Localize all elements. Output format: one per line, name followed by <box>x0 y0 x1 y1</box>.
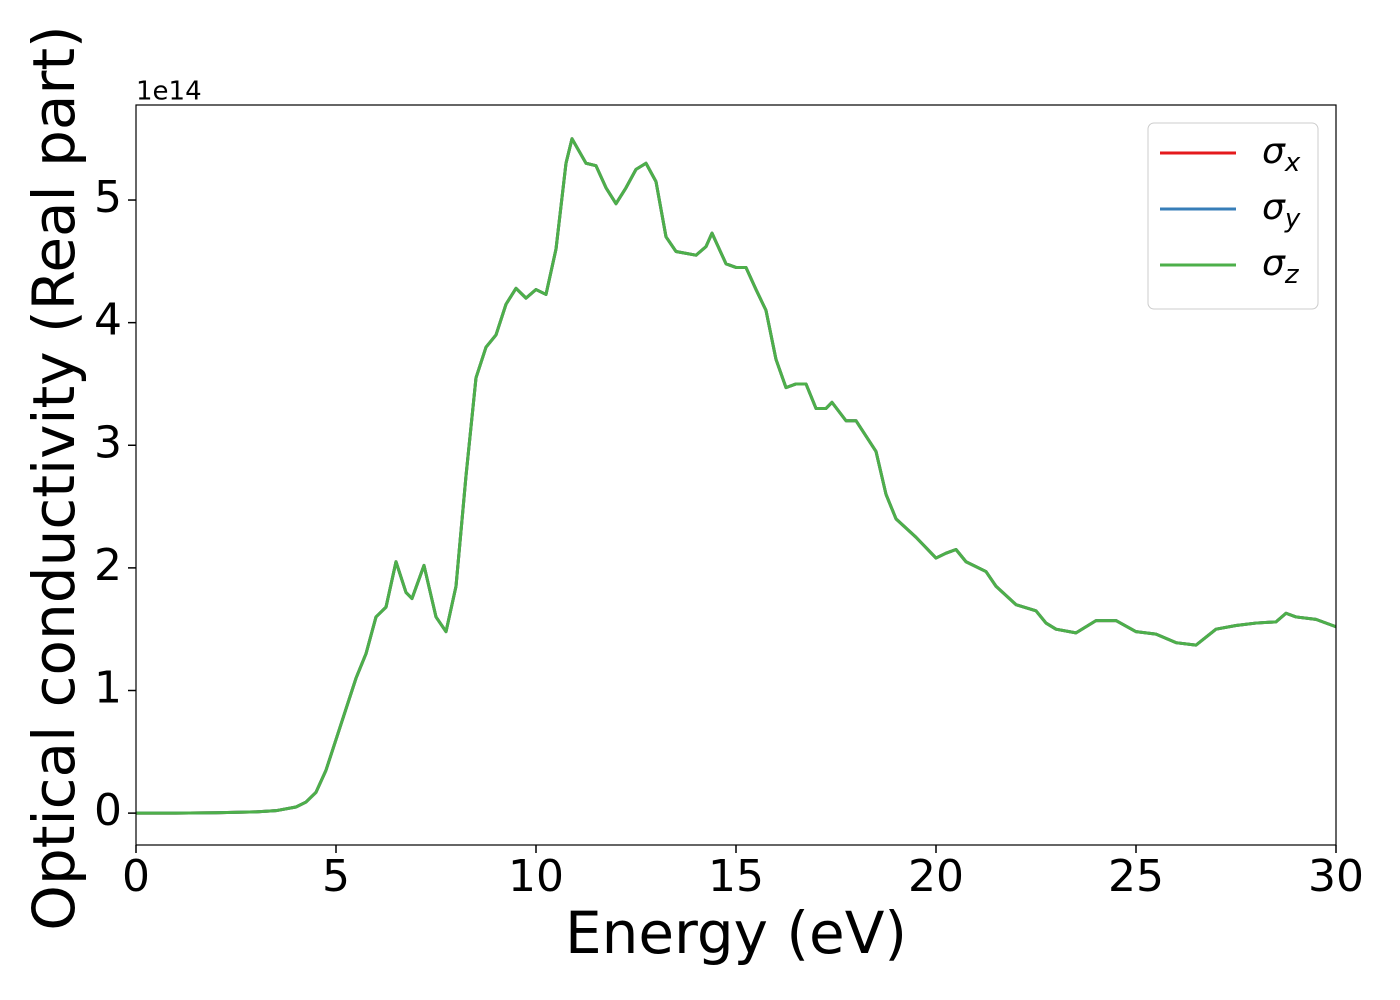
y-tick-label: 0 <box>94 785 122 836</box>
plot-frame <box>135 104 1337 846</box>
legend-label: σx <box>1262 131 1301 178</box>
x-tick-label: 10 <box>508 851 564 902</box>
legend-box <box>1147 122 1319 310</box>
y-tick-label: 5 <box>94 172 122 223</box>
x-axis-label: Energy (eV) <box>565 899 907 967</box>
x-tick-label: 5 <box>322 851 350 902</box>
y-axis-label: Optical conductivity (Real part) <box>20 25 88 930</box>
series-line <box>136 137 1337 815</box>
y-offset-label: 1e14 <box>136 77 202 107</box>
x-tick-label: 20 <box>908 851 964 902</box>
y-tick-label: 1 <box>94 663 122 714</box>
legend-label: σz <box>1262 243 1300 290</box>
y-tick-label: 2 <box>94 540 122 591</box>
y-tick-label: 3 <box>94 417 122 468</box>
x-tick-label: 0 <box>122 851 150 902</box>
x-tick-label: 25 <box>1108 851 1164 902</box>
x-tick-label: 30 <box>1308 851 1364 902</box>
y-tick-label: 4 <box>94 295 122 346</box>
legend-label: σy <box>1262 187 1301 234</box>
x-tick-label: 15 <box>708 851 764 902</box>
